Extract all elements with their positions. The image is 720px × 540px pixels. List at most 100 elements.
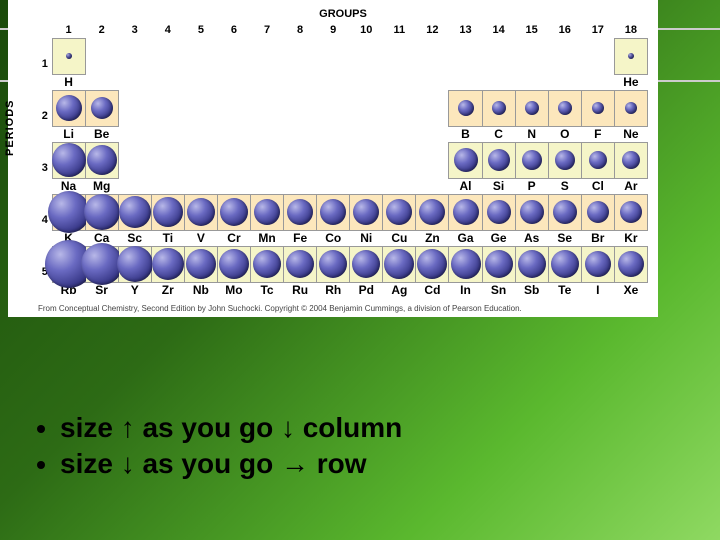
atom-sphere [522, 150, 542, 170]
atom-sphere [91, 97, 113, 119]
atom-sphere [187, 198, 215, 226]
element-symbol: Co [317, 230, 350, 246]
atom-sphere [286, 250, 314, 278]
element-symbol: Zn [416, 230, 449, 246]
element-symbol: Nb [184, 282, 217, 298]
periodic-table: 1234567891011121314151617181HHe2LiBeBCNO… [38, 22, 648, 298]
element-cell [482, 246, 515, 282]
element-cell [614, 90, 647, 126]
element-cell [449, 194, 482, 230]
element-symbol: Cu [383, 230, 416, 246]
copyright-text: From Conceptual Chemistry, Second Editio… [38, 304, 648, 313]
element-cell [548, 194, 581, 230]
element-symbol: In [449, 282, 482, 298]
element-symbol: Ag [383, 282, 416, 298]
element-cell [416, 246, 449, 282]
element-symbol: Ni [350, 230, 383, 246]
element-cell [350, 194, 383, 230]
atom-sphere [488, 149, 510, 171]
element-symbol: Cd [416, 282, 449, 298]
group-number: 13 [449, 22, 482, 38]
element-cell [251, 246, 284, 282]
element-cell [581, 142, 614, 178]
atom-sphere [525, 101, 539, 115]
element-cell [85, 90, 118, 126]
group-number: 14 [482, 22, 515, 38]
element-cell [548, 246, 581, 282]
element-symbol: Cr [217, 230, 250, 246]
bullet-item: size ↑ as you go ↓ column [60, 410, 402, 446]
period-number: 3 [38, 142, 52, 194]
atom-sphere [417, 249, 447, 279]
element-symbol: Fe [284, 230, 317, 246]
bullet-list: size ↑ as you go ↓ column size ↓ as you … [30, 410, 402, 483]
atom-sphere [487, 200, 511, 224]
element-symbol: I [581, 282, 614, 298]
periods-label: PERIODS [4, 99, 16, 156]
atom-sphere [219, 249, 249, 279]
atom-sphere [253, 250, 281, 278]
group-number: 5 [184, 22, 217, 38]
element-symbol: Si [482, 178, 515, 194]
element-cell [515, 142, 548, 178]
element-symbol: Mn [251, 230, 284, 246]
element-symbol: Ti [151, 230, 184, 246]
period-number: 1 [38, 38, 52, 90]
element-symbol: Ne [614, 126, 647, 142]
atom-sphere [117, 246, 153, 282]
atom-sphere [320, 199, 346, 225]
element-cell [581, 90, 614, 126]
atom-sphere [587, 201, 609, 223]
element-cell [52, 90, 85, 126]
atom-sphere [386, 199, 412, 225]
atom-sphere [56, 95, 82, 121]
atom-sphere [84, 194, 120, 230]
atom-sphere [254, 199, 280, 225]
atom-sphere [451, 249, 481, 279]
group-number: 17 [581, 22, 614, 38]
atom-sphere [458, 100, 474, 116]
group-number: 7 [251, 22, 284, 38]
element-symbol: N [515, 126, 548, 142]
atom-sphere [628, 53, 634, 59]
element-cell [383, 194, 416, 230]
element-cell [151, 194, 184, 230]
element-symbol: S [548, 178, 581, 194]
atom-sphere [287, 199, 313, 225]
atom-sphere [589, 151, 607, 169]
element-symbol: Ar [614, 178, 647, 194]
element-cell [85, 246, 118, 282]
element-cell [416, 194, 449, 230]
element-symbol: Be [85, 126, 118, 142]
element-symbol: Li [52, 126, 85, 142]
element-symbol: As [515, 230, 548, 246]
element-symbol: Ga [449, 230, 482, 246]
element-symbol: Rh [317, 282, 350, 298]
element-cell [350, 246, 383, 282]
element-cell [614, 194, 647, 230]
element-symbol: H [52, 74, 85, 90]
atom-sphere [558, 101, 572, 115]
element-symbol: B [449, 126, 482, 142]
element-cell [317, 194, 350, 230]
atom-sphere [119, 196, 151, 228]
element-symbol: Sc [118, 230, 151, 246]
element-cell [52, 142, 85, 178]
element-symbol: V [184, 230, 217, 246]
element-cell [118, 194, 151, 230]
groups-label: GROUPS [38, 8, 648, 20]
atom-sphere [153, 197, 183, 227]
atom-sphere [384, 249, 414, 279]
element-cell [482, 90, 515, 126]
element-cell [449, 142, 482, 178]
group-number: 10 [350, 22, 383, 38]
atom-sphere [585, 251, 611, 277]
element-cell [284, 246, 317, 282]
element-cell [449, 90, 482, 126]
element-cell [482, 142, 515, 178]
atom-sphere [453, 199, 479, 225]
atom-sphere [620, 201, 642, 223]
atom-sphere [454, 148, 478, 172]
element-cell [217, 194, 250, 230]
element-cell [85, 194, 118, 230]
